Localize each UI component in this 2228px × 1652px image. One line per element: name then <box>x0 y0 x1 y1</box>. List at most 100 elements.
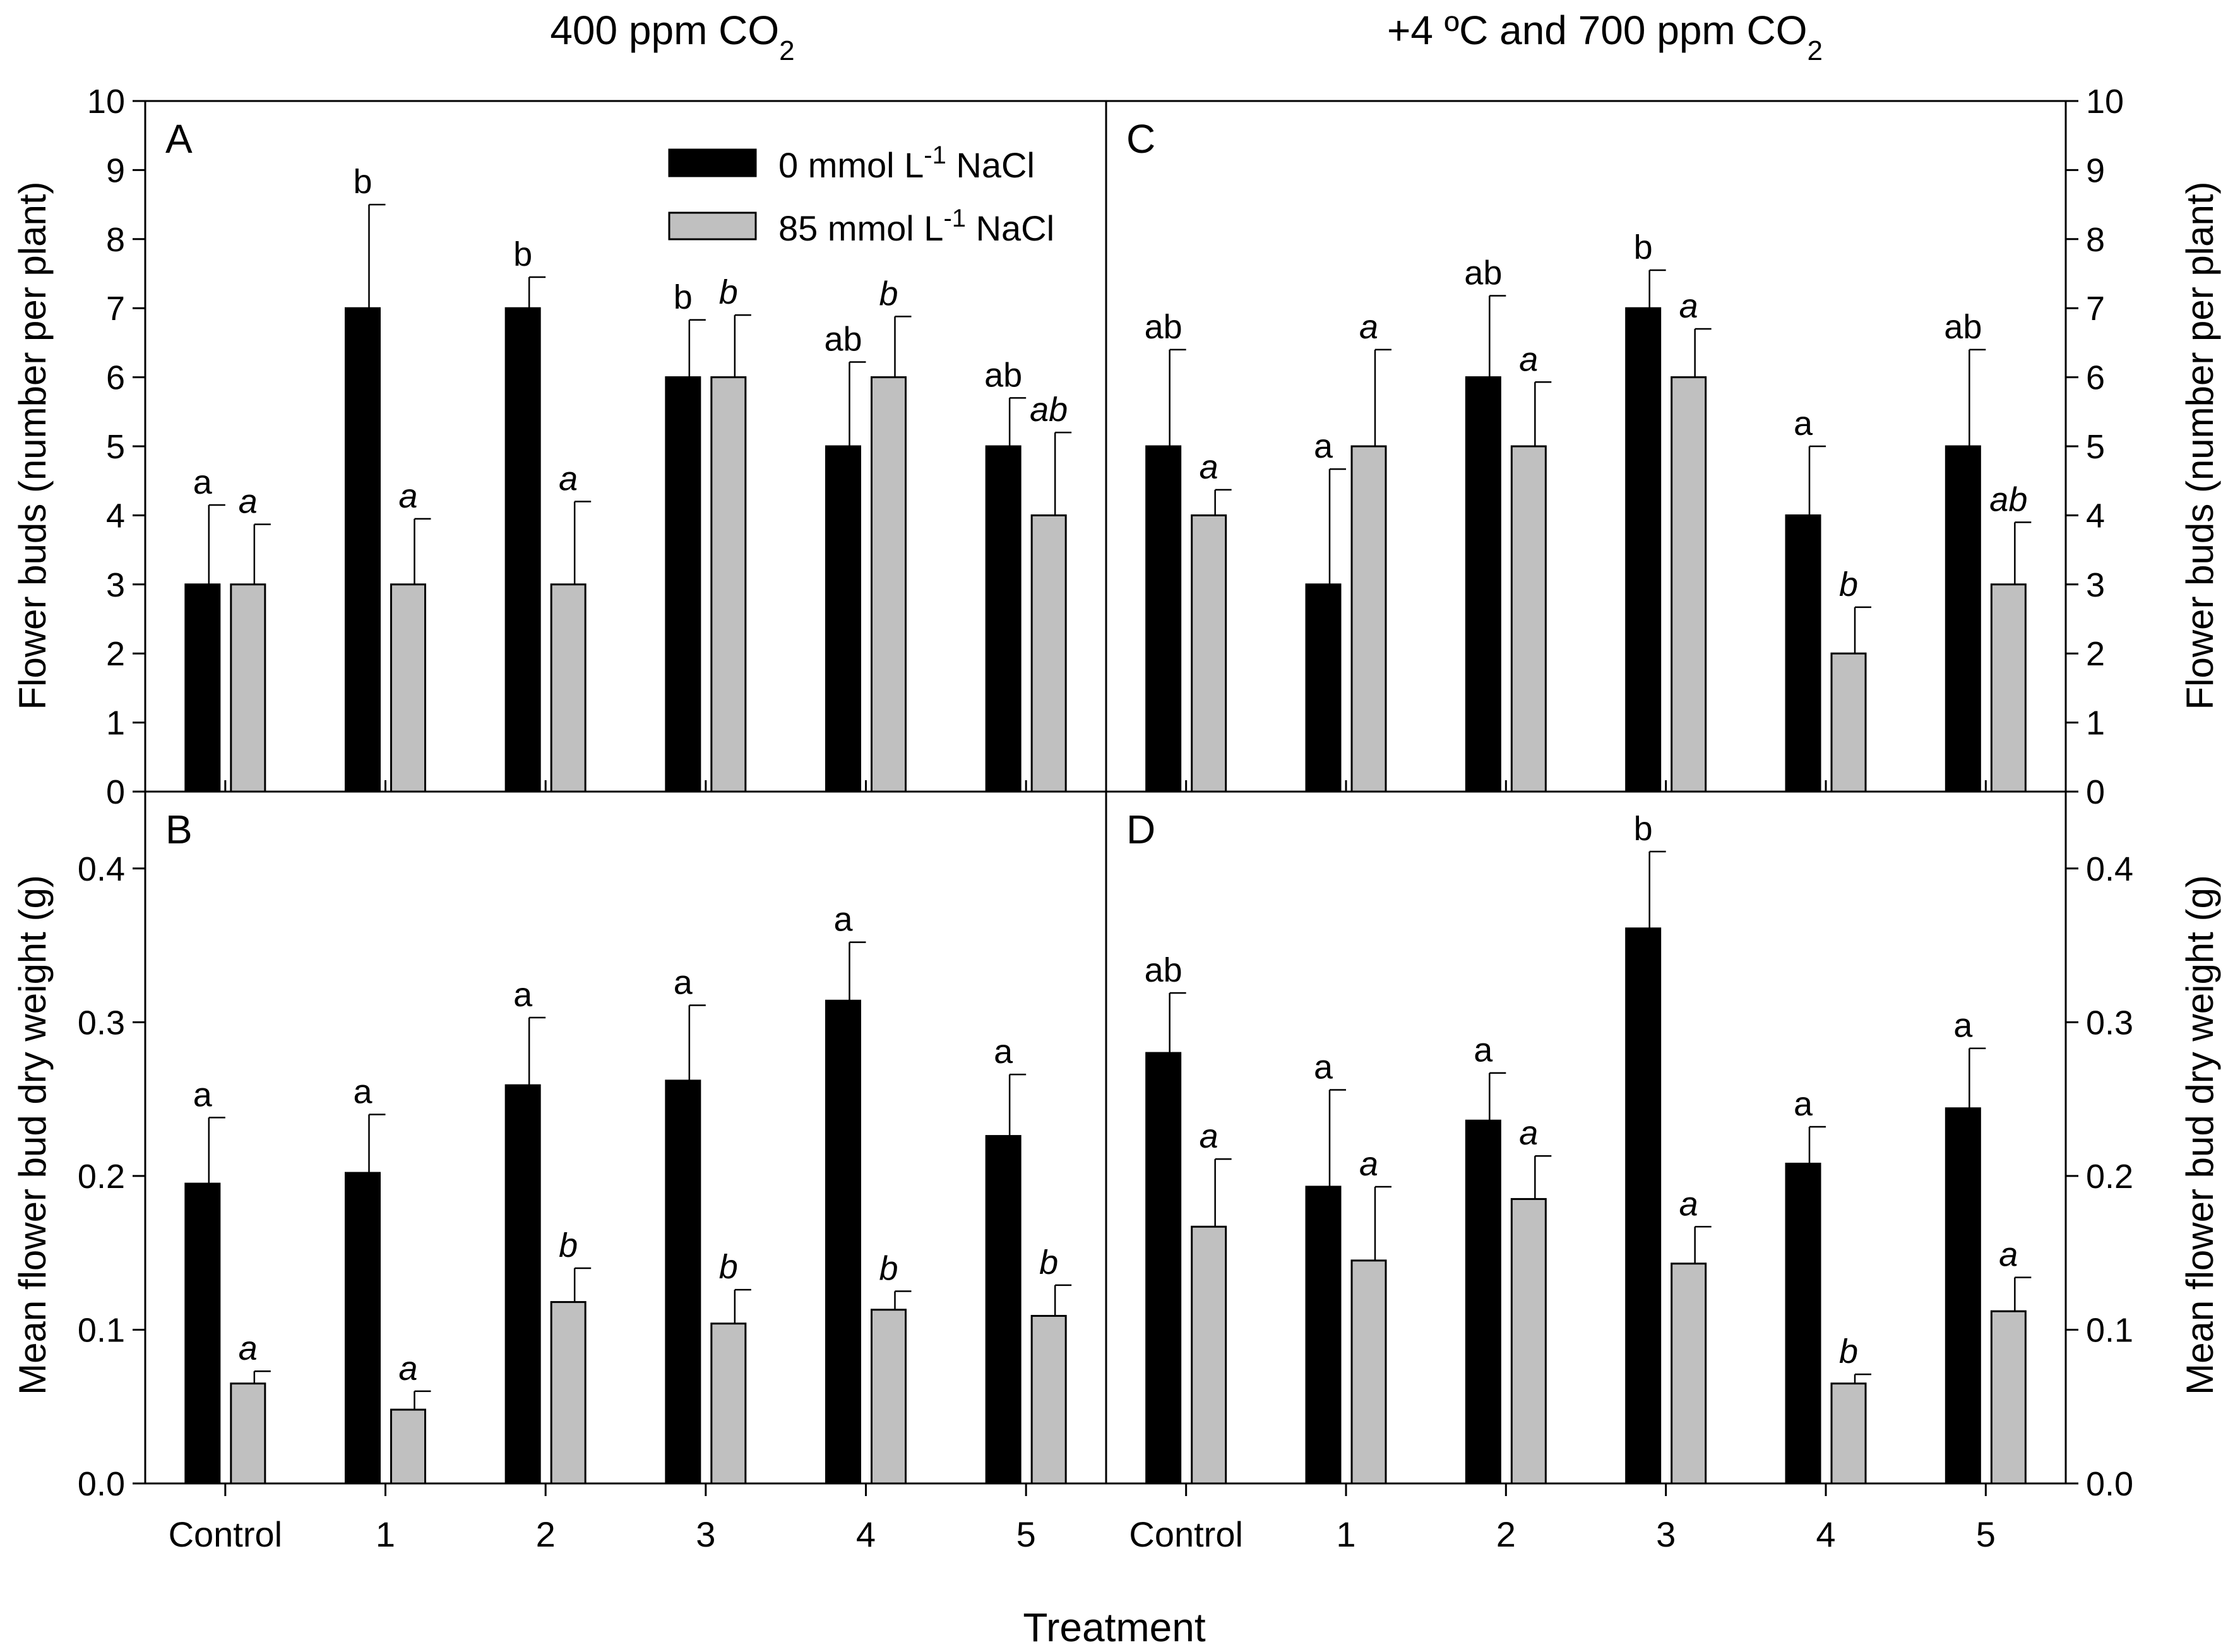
bar-salt <box>230 583 266 793</box>
significance-letter: a <box>833 901 853 939</box>
significance-letter: b <box>559 1227 578 1264</box>
panel-label: D <box>1126 807 1155 852</box>
bar-salt <box>1830 652 1867 793</box>
significance-letter: b <box>513 235 532 273</box>
significance-letter: a <box>1314 1048 1333 1086</box>
bar-control-salt <box>665 376 701 793</box>
y-tick-label: 0.2 <box>78 1158 125 1196</box>
bar-control-salt <box>825 999 861 1485</box>
ylabel-top-left: Flower buds (number per plant) <box>11 181 54 710</box>
significance-letter: ab <box>1030 391 1068 429</box>
y-tick-label: 9 <box>2086 152 2105 189</box>
significance-letter: a <box>1519 1114 1538 1152</box>
panel-label: B <box>165 807 193 852</box>
bar-control-salt <box>504 1084 541 1485</box>
significance-letter: ab <box>1145 951 1183 989</box>
significance-letter: a <box>513 976 533 1014</box>
legend-swatch-1 <box>668 211 757 241</box>
y-tick-label: 8 <box>106 221 125 259</box>
bar-salt <box>1030 1315 1067 1485</box>
significance-letter: a <box>1200 1117 1218 1155</box>
ylabel-bottom-left: Mean flower bud dry weight (g) <box>11 875 54 1395</box>
bar-salt <box>1510 445 1547 793</box>
significance-letter: a <box>193 463 213 501</box>
y-tick-label: 9 <box>106 152 125 189</box>
y-tick-label: 0.4 <box>78 850 125 888</box>
y-tick-label: 0.3 <box>2086 1004 2133 1042</box>
bar-salt <box>390 583 426 793</box>
significance-letter: b <box>719 1248 738 1286</box>
significance-letter: a <box>994 1033 1013 1071</box>
panel-frame <box>144 790 1107 1485</box>
bar-control-salt <box>184 583 221 793</box>
significance-letter: ab <box>1464 254 1502 292</box>
significance-letter: ab <box>1145 308 1183 346</box>
bar-control-salt <box>1785 1162 1821 1485</box>
y-tick-label: 1 <box>2086 704 2105 742</box>
y-tick-label: 1 <box>106 704 125 742</box>
significance-letter: a <box>398 1350 417 1388</box>
bar-control-salt <box>665 1079 701 1485</box>
y-tick-label: 4 <box>106 497 125 535</box>
y-tick-label: 0.1 <box>78 1311 125 1349</box>
bar-control-salt <box>1625 307 1662 793</box>
y-tick-label: 10 <box>2086 83 2124 121</box>
bar-control-salt <box>1625 927 1662 1485</box>
bar-salt <box>550 1301 587 1485</box>
bar-control-salt <box>1785 514 1821 793</box>
significance-letter: ab <box>824 321 862 359</box>
y-tick-label: 7 <box>106 290 125 328</box>
significance-letter: ab <box>1989 480 2027 518</box>
significance-letter: ab <box>984 356 1022 394</box>
x-tick-label: 2 <box>536 1514 556 1554</box>
bar-salt <box>1990 1310 2027 1485</box>
xlabel: Treatment <box>1023 1605 1206 1650</box>
bar-control-salt <box>985 1135 1022 1485</box>
significance-letter: a <box>353 1073 372 1110</box>
significance-letter: a <box>1314 427 1333 465</box>
significance-letter: a <box>559 460 578 498</box>
y-tick-label: 4 <box>2086 497 2105 535</box>
significance-letter: a <box>1679 287 1698 325</box>
y-tick-label: 5 <box>2086 428 2105 466</box>
header-right: +4 ºC and 700 ppm CO2 <box>1387 8 1823 66</box>
bar-salt <box>1030 514 1067 793</box>
significance-letter: b <box>879 275 898 312</box>
bar-control-salt <box>345 307 381 793</box>
significance-letter: ab <box>1944 308 1982 346</box>
y-tick-label: 5 <box>106 428 125 466</box>
bar-control-salt <box>184 1182 221 1485</box>
legend-label-0: 0 mmol L-1 NaCl <box>778 141 1035 185</box>
bar-control-salt <box>1945 445 1981 793</box>
legend: 0 mmol L-1 NaCl 85 mmol L-1 NaCl <box>668 141 1054 248</box>
x-tick-label: 4 <box>856 1514 876 1554</box>
significance-letter: a <box>1679 1185 1698 1223</box>
header-left: 400 ppm CO2 <box>550 8 794 66</box>
y-tick-label: 3 <box>106 566 125 604</box>
significance-letter: b <box>1634 810 1653 848</box>
x-tick-label: 2 <box>1496 1514 1516 1554</box>
bar-control-salt <box>504 307 541 793</box>
significance-letter: a <box>1794 405 1813 443</box>
panel-label: C <box>1126 116 1155 162</box>
x-tick-label: 4 <box>1816 1514 1835 1554</box>
bar-control-salt <box>345 1172 381 1485</box>
y-tick-label: 0 <box>2086 773 2105 811</box>
significance-letter: b <box>1839 1333 1858 1370</box>
bar-salt <box>1350 445 1387 793</box>
ylabel-top-right: Flower buds (number per plant) <box>2179 181 2221 710</box>
significance-letter: a <box>674 964 693 1002</box>
bar-control-salt <box>1945 1107 1981 1485</box>
significance-letter: a <box>1359 1145 1378 1183</box>
y-tick-label: 0.0 <box>2086 1465 2133 1503</box>
x-tick-label: 3 <box>1656 1514 1676 1554</box>
bar-control-salt <box>1305 1186 1342 1485</box>
bar-salt <box>1990 583 2027 793</box>
significance-letter: b <box>1634 229 1653 266</box>
x-tick-label: Control <box>1129 1514 1243 1554</box>
y-tick-label: 2 <box>106 635 125 673</box>
significance-letter: a <box>1359 308 1378 346</box>
x-tick-label: 5 <box>1016 1514 1036 1554</box>
